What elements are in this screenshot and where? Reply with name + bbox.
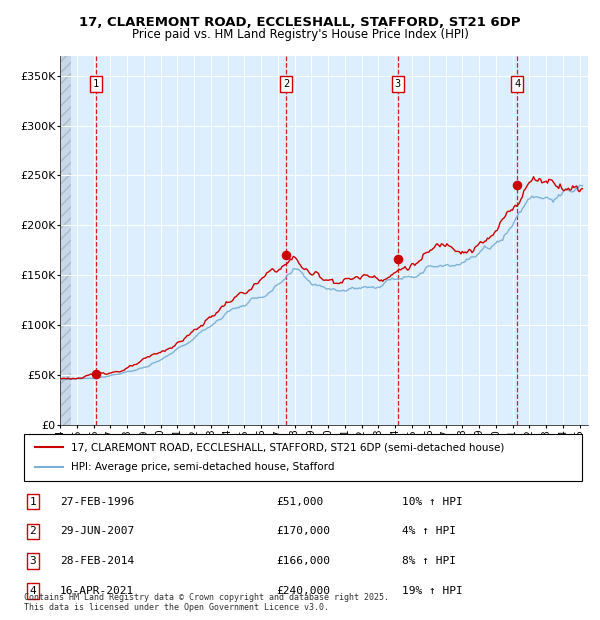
Text: 2: 2 bbox=[29, 526, 37, 536]
Text: 29-JUN-2007: 29-JUN-2007 bbox=[60, 526, 134, 536]
Text: £170,000: £170,000 bbox=[276, 526, 330, 536]
Text: 17, CLAREMONT ROAD, ECCLESHALL, STAFFORD, ST21 6DP (semi-detached house): 17, CLAREMONT ROAD, ECCLESHALL, STAFFORD… bbox=[71, 442, 505, 452]
Text: 28-FEB-2014: 28-FEB-2014 bbox=[60, 556, 134, 566]
Text: Contains HM Land Registry data © Crown copyright and database right 2025.
This d: Contains HM Land Registry data © Crown c… bbox=[24, 593, 389, 612]
Point bbox=[393, 254, 403, 264]
Text: 16-APR-2021: 16-APR-2021 bbox=[60, 586, 134, 596]
Text: 10% ↑ HPI: 10% ↑ HPI bbox=[402, 497, 463, 507]
Text: 4: 4 bbox=[29, 586, 37, 596]
Point bbox=[91, 369, 101, 379]
Text: 3: 3 bbox=[395, 79, 401, 89]
Text: £51,000: £51,000 bbox=[276, 497, 323, 507]
Text: 4% ↑ HPI: 4% ↑ HPI bbox=[402, 526, 456, 536]
Text: 27-FEB-1996: 27-FEB-1996 bbox=[60, 497, 134, 507]
Text: 4: 4 bbox=[514, 79, 521, 89]
Text: 1: 1 bbox=[93, 79, 99, 89]
Point bbox=[512, 180, 522, 190]
Bar bbox=[60, 56, 71, 425]
FancyBboxPatch shape bbox=[24, 434, 582, 481]
Text: £166,000: £166,000 bbox=[276, 556, 330, 566]
Text: £240,000: £240,000 bbox=[276, 586, 330, 596]
Text: 19% ↑ HPI: 19% ↑ HPI bbox=[402, 586, 463, 596]
Text: 1: 1 bbox=[29, 497, 37, 507]
Text: 17, CLAREMONT ROAD, ECCLESHALL, STAFFORD, ST21 6DP: 17, CLAREMONT ROAD, ECCLESHALL, STAFFORD… bbox=[79, 16, 521, 29]
Text: Price paid vs. HM Land Registry's House Price Index (HPI): Price paid vs. HM Land Registry's House … bbox=[131, 28, 469, 41]
Text: 3: 3 bbox=[29, 556, 37, 566]
Text: 2: 2 bbox=[283, 79, 289, 89]
Text: HPI: Average price, semi-detached house, Stafford: HPI: Average price, semi-detached house,… bbox=[71, 463, 335, 472]
Text: 8% ↑ HPI: 8% ↑ HPI bbox=[402, 556, 456, 566]
Point bbox=[281, 250, 291, 260]
